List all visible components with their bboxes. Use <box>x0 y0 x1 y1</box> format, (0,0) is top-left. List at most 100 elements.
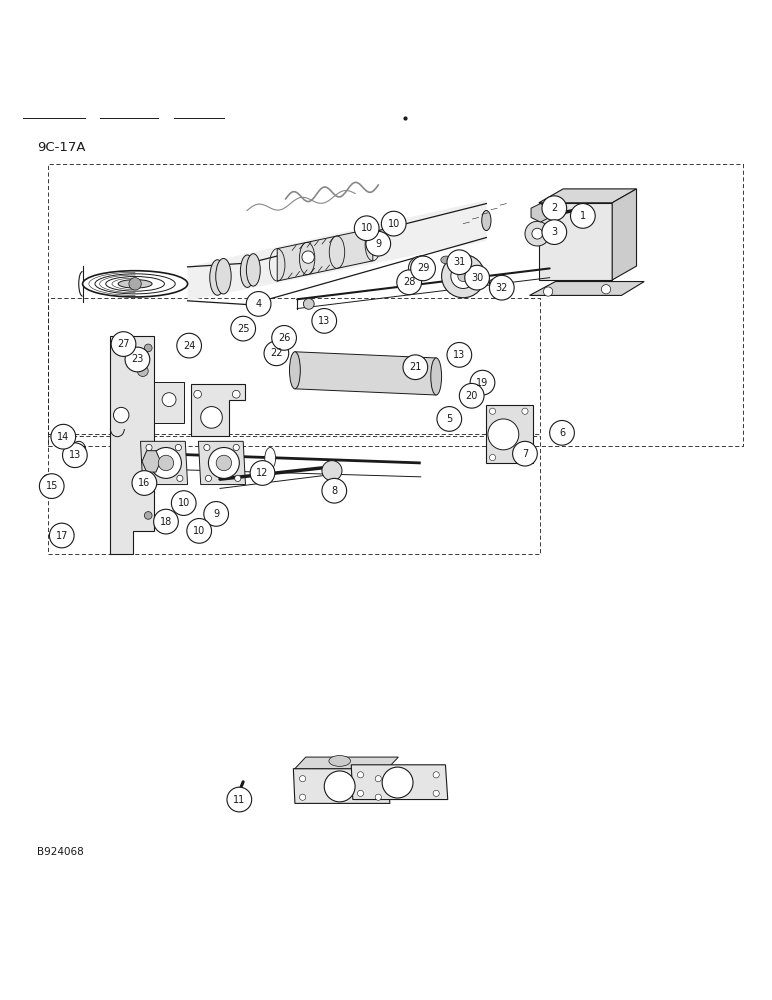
Circle shape <box>177 475 183 481</box>
Circle shape <box>144 344 152 352</box>
Polygon shape <box>531 204 550 222</box>
Text: 13: 13 <box>69 450 81 460</box>
Circle shape <box>465 265 489 290</box>
Text: 28: 28 <box>403 277 415 287</box>
Circle shape <box>132 471 157 495</box>
Text: 12: 12 <box>256 468 269 478</box>
Circle shape <box>111 332 136 356</box>
Circle shape <box>354 216 379 241</box>
Circle shape <box>162 514 178 529</box>
Text: 17: 17 <box>56 531 68 541</box>
Ellipse shape <box>118 280 152 288</box>
Polygon shape <box>295 352 436 395</box>
Circle shape <box>113 407 129 423</box>
Text: 19: 19 <box>476 378 489 388</box>
Text: 14: 14 <box>57 432 69 442</box>
Text: 23: 23 <box>131 354 144 364</box>
Circle shape <box>216 455 232 471</box>
Circle shape <box>208 448 239 478</box>
Ellipse shape <box>441 256 452 264</box>
Text: 24: 24 <box>183 341 195 351</box>
Polygon shape <box>277 228 373 281</box>
Ellipse shape <box>246 254 260 286</box>
Text: 9C-17A: 9C-17A <box>37 141 86 154</box>
Text: 20: 20 <box>466 391 478 401</box>
Circle shape <box>452 354 459 360</box>
Circle shape <box>300 776 306 782</box>
Text: 8: 8 <box>331 486 337 496</box>
Circle shape <box>177 333 201 358</box>
Text: 5: 5 <box>446 414 452 424</box>
Text: 9: 9 <box>213 509 219 519</box>
Text: 13: 13 <box>453 350 466 360</box>
Text: 10: 10 <box>178 498 190 508</box>
Ellipse shape <box>106 277 164 291</box>
Polygon shape <box>489 276 510 295</box>
Circle shape <box>303 299 314 309</box>
Text: 22: 22 <box>270 348 283 358</box>
Ellipse shape <box>210 260 225 295</box>
Polygon shape <box>612 189 636 280</box>
Circle shape <box>201 407 222 428</box>
Ellipse shape <box>290 352 300 389</box>
Circle shape <box>227 787 252 812</box>
Polygon shape <box>530 282 644 295</box>
Circle shape <box>235 475 241 481</box>
Polygon shape <box>154 382 184 423</box>
Polygon shape <box>198 441 245 485</box>
Circle shape <box>205 475 212 481</box>
Circle shape <box>405 278 414 287</box>
Circle shape <box>397 270 422 295</box>
Text: 6: 6 <box>559 428 565 438</box>
Circle shape <box>322 461 342 481</box>
Text: 3: 3 <box>551 227 557 237</box>
Circle shape <box>175 444 181 451</box>
Circle shape <box>488 419 519 450</box>
Polygon shape <box>110 336 154 554</box>
Circle shape <box>42 475 53 485</box>
Circle shape <box>151 448 181 478</box>
Circle shape <box>324 771 355 802</box>
Circle shape <box>39 474 64 498</box>
Circle shape <box>447 343 472 367</box>
Circle shape <box>187 519 212 543</box>
Polygon shape <box>191 384 245 436</box>
Circle shape <box>49 523 74 548</box>
Text: 27: 27 <box>117 339 130 349</box>
Circle shape <box>204 444 210 451</box>
Circle shape <box>313 315 327 329</box>
Circle shape <box>489 275 514 300</box>
Circle shape <box>403 355 428 380</box>
Circle shape <box>317 319 323 326</box>
Polygon shape <box>351 765 448 800</box>
Text: 13: 13 <box>318 316 330 326</box>
Text: 25: 25 <box>237 324 249 334</box>
Text: 1: 1 <box>580 211 586 221</box>
Text: 16: 16 <box>138 478 151 488</box>
Ellipse shape <box>482 211 491 231</box>
Ellipse shape <box>240 255 254 287</box>
Circle shape <box>550 420 574 445</box>
Circle shape <box>571 204 595 228</box>
Circle shape <box>171 491 196 515</box>
Polygon shape <box>486 405 533 463</box>
Circle shape <box>300 794 306 800</box>
Text: 32: 32 <box>496 283 508 293</box>
Circle shape <box>470 370 495 395</box>
Circle shape <box>375 776 381 782</box>
Text: 29: 29 <box>417 263 429 273</box>
Ellipse shape <box>83 271 188 297</box>
Circle shape <box>437 407 462 431</box>
Circle shape <box>357 772 364 778</box>
Circle shape <box>415 262 427 275</box>
Text: 15: 15 <box>46 481 58 491</box>
Text: 2: 2 <box>551 203 557 213</box>
Circle shape <box>559 210 565 216</box>
Ellipse shape <box>431 358 442 395</box>
Circle shape <box>147 475 154 481</box>
Text: 10: 10 <box>361 223 373 233</box>
Text: 26: 26 <box>278 333 290 343</box>
Circle shape <box>166 518 174 525</box>
Circle shape <box>322 478 347 503</box>
Circle shape <box>275 336 286 347</box>
